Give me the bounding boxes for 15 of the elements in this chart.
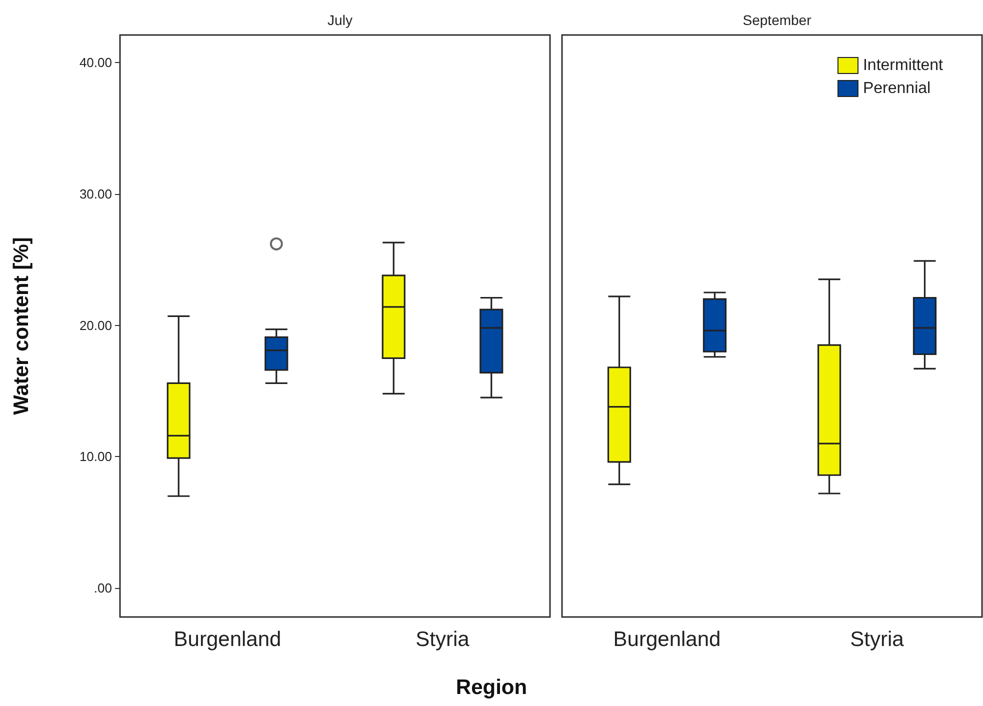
y-tick-label: 10.00 xyxy=(79,449,112,464)
x-axis-title: Region xyxy=(454,676,528,700)
y-axis-title: Water content [%] xyxy=(10,237,33,415)
legend-label: Perennial xyxy=(862,80,931,97)
x-tick-label: Styria xyxy=(850,628,904,651)
x-tick-label: Burgenland xyxy=(174,628,282,651)
y-tick-label: 40.00 xyxy=(79,55,112,70)
chart-title: July xyxy=(328,12,352,28)
y-tick-label: .00 xyxy=(94,580,112,596)
y-tick-label: 20.00 xyxy=(79,318,112,333)
legend-label: Intermittent xyxy=(862,57,944,74)
x-tick-label: Styria xyxy=(416,628,470,651)
chart-title: September xyxy=(742,12,812,28)
y-tick-label: 30.00 xyxy=(79,186,112,202)
x-tick-label: Burgenland xyxy=(613,628,721,651)
